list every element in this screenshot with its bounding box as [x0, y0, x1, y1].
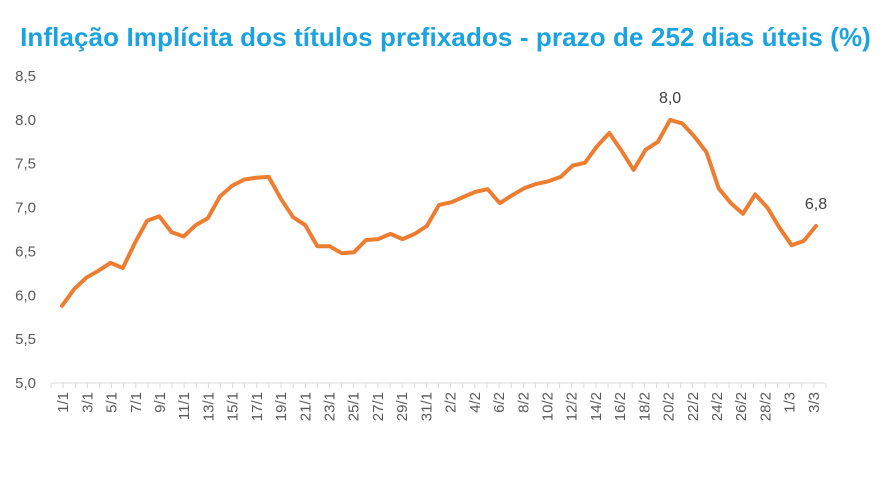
- y-axis: 5,0 5,5 6,0 6,5 7,0 7,5 8.0 8,5: [15, 68, 36, 392]
- y-tick-label: 7,0: [15, 200, 36, 217]
- x-tick-label: 16/2: [612, 392, 629, 421]
- x-tick-label: 25/1: [346, 392, 363, 421]
- x-tick-label: 14/2: [588, 392, 605, 421]
- x-tick-label: 9/1: [152, 392, 169, 413]
- data-label: 6,8: [805, 196, 827, 213]
- x-tick-label: 3/1: [79, 392, 96, 413]
- x-tick-label: 12/2: [564, 392, 581, 421]
- series-layer: [60, 117, 818, 308]
- x-tick-label: 29/1: [394, 392, 411, 421]
- x-tick-label: 24/2: [709, 392, 726, 421]
- y-tick-label: 5,0: [15, 375, 36, 392]
- x-tick-label: 13/1: [200, 392, 217, 421]
- y-tick-label: 7,5: [15, 156, 36, 173]
- x-tick-label: 21/1: [297, 392, 314, 421]
- x-tick-label: 8/2: [515, 392, 532, 413]
- x-tick-label: 18/2: [636, 392, 653, 421]
- x-tick-label: 1/1: [55, 392, 72, 413]
- x-tick-label: 2/2: [443, 392, 460, 413]
- x-tick-label: 15/1: [225, 392, 242, 421]
- x-tick-label: 17/1: [249, 392, 266, 421]
- x-tick-label: 31/1: [418, 392, 435, 421]
- y-tick-label: 8,5: [15, 68, 36, 85]
- x-tick-label: 7/1: [128, 392, 145, 413]
- series-line: [60, 117, 818, 308]
- x-tick-label: 6/2: [491, 392, 508, 413]
- y-tick-label: 8.0: [15, 112, 36, 129]
- data-label: 8,0: [659, 90, 681, 107]
- x-tick-label: 22/2: [685, 392, 702, 421]
- chart-title: Inflação Implícita dos títulos prefixado…: [20, 22, 871, 52]
- x-axis: 1/1 3/1 5/1 7/1 9/1 11/1 13/1 15/1 17/1 19/1 21/1 2…: [50, 382, 827, 421]
- x-tick-label: 23/1: [322, 392, 339, 421]
- x-tick-label: 10/2: [539, 392, 556, 421]
- y-tick-label: 6,5: [15, 243, 36, 260]
- x-tick-label: 26/2: [733, 392, 750, 421]
- y-tick-label: 6,0: [15, 287, 36, 304]
- x-tick-label: 1/3: [782, 392, 799, 413]
- x-tick-label: 28/2: [757, 392, 774, 421]
- x-tick-label: 19/1: [273, 392, 290, 421]
- x-tick-label: 11/1: [176, 392, 193, 420]
- data-labels: 8,0 6,8: [659, 90, 827, 213]
- x-tick-label: 4/2: [467, 392, 484, 413]
- y-tick-label: 5,5: [15, 331, 36, 348]
- x-tick-label: 3/3: [806, 392, 823, 413]
- x-tick-label: 20/2: [661, 392, 678, 421]
- x-tick-label: 5/1: [104, 392, 121, 413]
- x-tick-label: 27/1: [370, 392, 387, 421]
